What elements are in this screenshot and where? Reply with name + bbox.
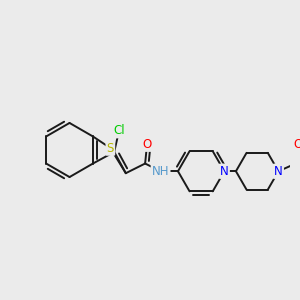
Text: S: S [107,142,114,154]
Text: N: N [274,165,283,178]
Text: O: O [293,138,300,151]
Text: O: O [142,138,152,151]
Text: Cl: Cl [113,124,125,137]
Text: N: N [220,165,229,178]
Text: NH: NH [152,165,169,178]
